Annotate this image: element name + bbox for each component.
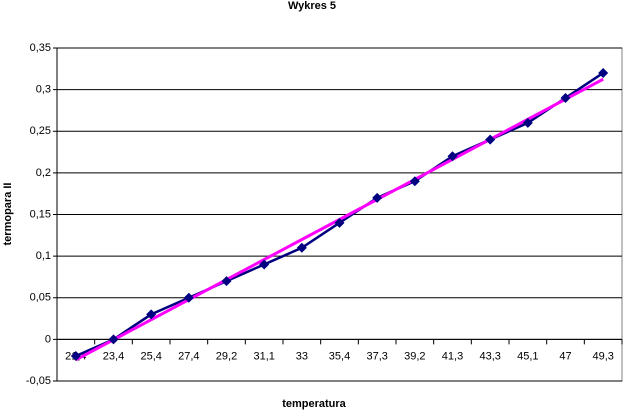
marker bbox=[108, 334, 119, 345]
x-tick-label: 39,2 bbox=[404, 350, 425, 362]
x-tick-label: 43,3 bbox=[479, 350, 500, 362]
x-tick-label: 27,4 bbox=[178, 350, 199, 362]
marker bbox=[372, 192, 383, 203]
marker bbox=[146, 309, 157, 320]
x-tick-label: 47 bbox=[559, 350, 571, 362]
marker bbox=[221, 276, 232, 287]
marker bbox=[485, 134, 496, 145]
x-tick-label: 49,3 bbox=[592, 350, 613, 362]
y-tick-label: 0,25 bbox=[30, 125, 51, 137]
x-axis-title: temperatura bbox=[282, 398, 346, 410]
x-tick-label: 29,2 bbox=[216, 350, 237, 362]
y-tick-label: 0,3 bbox=[36, 84, 51, 96]
chart-title: Wykres 5 bbox=[288, 0, 336, 12]
marker bbox=[259, 259, 270, 270]
marker bbox=[334, 217, 345, 228]
marker bbox=[409, 176, 420, 187]
y-tick-label: -0,05 bbox=[26, 375, 51, 387]
marker bbox=[598, 67, 609, 78]
marker bbox=[522, 117, 533, 128]
marker bbox=[296, 242, 307, 253]
marker bbox=[560, 92, 571, 103]
y-tick-label: 0,2 bbox=[36, 167, 51, 179]
x-tick-label: 37,3 bbox=[366, 350, 387, 362]
y-tick-label: 0,1 bbox=[36, 250, 51, 262]
x-tick-label: 25,4 bbox=[140, 350, 161, 362]
x-tick-label: 45,1 bbox=[517, 350, 538, 362]
marker bbox=[447, 151, 458, 162]
y-tick-label: 0,05 bbox=[30, 292, 51, 304]
x-tick-label: 31,1 bbox=[253, 350, 274, 362]
y-tick-label: 0 bbox=[45, 333, 51, 345]
marker bbox=[183, 292, 194, 303]
x-tick-label: 41,3 bbox=[442, 350, 463, 362]
x-tick-label: 33 bbox=[296, 350, 308, 362]
y-tick-label: 0,15 bbox=[30, 208, 51, 220]
x-tick-label: 35,4 bbox=[329, 350, 350, 362]
y-tick-label: 0,35 bbox=[30, 42, 51, 54]
y-axis-title: termopara II bbox=[2, 183, 14, 246]
marker bbox=[70, 351, 81, 362]
x-tick-label: 23,4 bbox=[103, 350, 124, 362]
